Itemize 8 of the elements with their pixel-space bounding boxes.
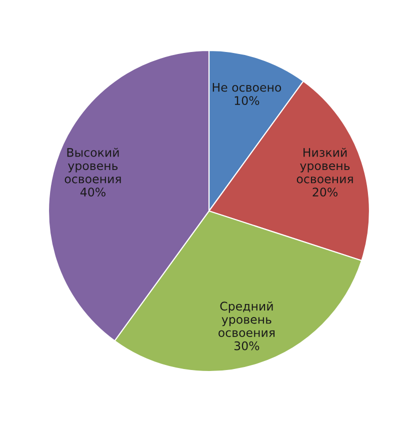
slice-label: Высокий уровень освоения (64, 148, 121, 184)
slice-label: Низкий уровень освоения (296, 148, 353, 184)
data-label: 20% (312, 188, 338, 197)
slice-label: Не освоено (212, 83, 282, 92)
data-label: 40% (80, 188, 106, 197)
data-label: 30% (234, 341, 260, 350)
data-label: 10% (234, 96, 260, 106)
slice-label: Средний уровень освоения (218, 302, 275, 338)
